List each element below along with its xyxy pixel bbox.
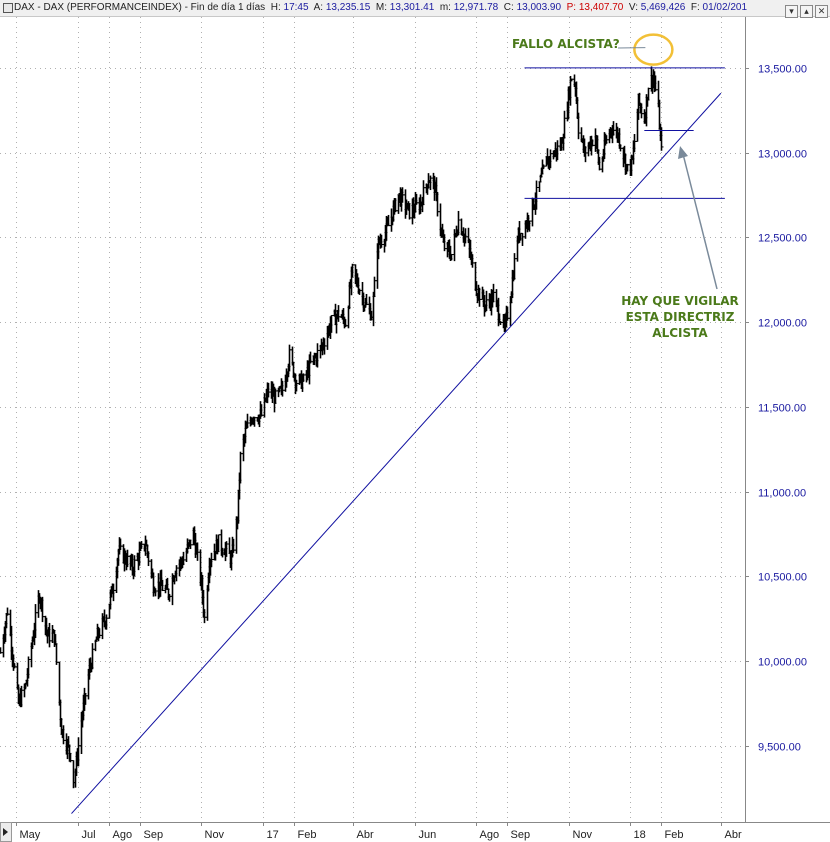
- x-tick-label: Abr: [725, 829, 742, 841]
- annotations: FALLO ALCISTA? HAY QUE VIGILAR ESTA DIRECT…: [512, 33, 739, 340]
- c-value: 13,003.90: [516, 2, 562, 13]
- scroll-left-button[interactable]: [0, 822, 12, 842]
- window-buttons: ▾ ▴ ✕: [783, 1, 828, 19]
- x-axis: May Jul Ago Sep Nov 17 Feb Abr Jun Ago Sep Nov 18 Feb…: [16, 822, 742, 841]
- ohlc-bar: [57, 661, 62, 706]
- a-value: 13,235.15: [325, 2, 371, 13]
- ohlc-bar: [659, 127, 664, 151]
- x-tick-label: Nov: [205, 829, 225, 841]
- p-label: P:: [566, 2, 577, 13]
- v-value: 5,469,426: [640, 2, 686, 13]
- m-lower-label: m:: [439, 2, 451, 13]
- x-tick-label: 18: [634, 829, 646, 841]
- annotation-vigilar-line: ALCISTA: [652, 326, 708, 340]
- h-value: 17:45: [283, 2, 309, 13]
- m-lower-value: 12,971.78: [453, 2, 499, 13]
- scroll-arrow-icon: [3, 828, 8, 836]
- y-tick-label: 12,000.00: [758, 318, 807, 330]
- annotation-vigilar-line: HAY QUE VIGILAR: [621, 294, 739, 308]
- x-tick-label: Feb: [298, 829, 317, 841]
- chart-window-icon[interactable]: [3, 3, 13, 13]
- y-tick-label: 11,500.00: [758, 403, 806, 415]
- m-upper-value: 13,301.41: [389, 2, 435, 13]
- uptrend-line: [71, 92, 722, 814]
- x-tick-label: Nov: [573, 829, 593, 841]
- a-label: A:: [313, 2, 324, 13]
- h-label: H:: [270, 2, 281, 13]
- x-tick-label: Jun: [419, 829, 437, 841]
- y-tick-label: 12,500.00: [758, 233, 807, 245]
- m-upper-label: M:: [375, 2, 387, 13]
- y-tick-label: 9,500.00: [758, 742, 801, 754]
- y-axis: 9,500.00 10,000.00 10,500.00 11,000.00 11,50…: [745, 64, 807, 754]
- ohlc-bar: [537, 181, 542, 193]
- period-label: - Fin de día 1 días: [184, 2, 266, 13]
- x-tick-label: May: [20, 829, 41, 841]
- x-tick-label: Jul: [82, 829, 96, 841]
- y-tick-label: 13,000.00: [758, 149, 807, 161]
- close-button[interactable]: ✕: [815, 5, 828, 18]
- expand-button[interactable]: ▴: [800, 5, 813, 18]
- y-tick-label: 10,500.00: [758, 572, 807, 584]
- x-tick-label: Abr: [357, 829, 374, 841]
- x-tick-label: Feb: [665, 829, 684, 841]
- y-tick-label: 11,000.00: [758, 488, 806, 500]
- annotation-arrow: [682, 153, 718, 290]
- chart-grid: [0, 17, 830, 823]
- x-tick-label: Sep: [511, 829, 531, 841]
- y-tick-label: 10,000.00: [758, 657, 807, 669]
- highlight-circle: [633, 33, 674, 66]
- v-label: V:: [628, 2, 638, 13]
- x-tick-label: 17: [267, 829, 279, 841]
- collapse-button[interactable]: ▾: [785, 5, 798, 18]
- instrument-name: DAX - DAX (PERFORMANCEINDEX): [14, 2, 182, 13]
- price-chart[interactable]: 9,500.00 10,000.00 10,500.00 11,000.00 11,50…: [0, 17, 830, 842]
- x-tick-label: Sep: [144, 829, 164, 841]
- ohlc-bar: [146, 551, 151, 567]
- price-bars: [0, 66, 664, 789]
- x-tick-label: Ago: [113, 829, 133, 841]
- c-label: C:: [503, 2, 514, 13]
- annotation-fallo-alcista: FALLO ALCISTA?: [512, 37, 620, 51]
- annotation-vigilar-line: ESTA DIRECTRIZ: [626, 310, 735, 324]
- f-label: F:: [690, 2, 700, 13]
- chart-header: DAX - DAX (PERFORMANCEINDEX) - Fin de dí…: [14, 2, 747, 13]
- f-value: 01/02/201: [702, 2, 748, 13]
- drawn-lines: [71, 67, 725, 814]
- p-value: 13,407.70: [578, 2, 624, 13]
- y-tick-label: 13,500.00: [758, 64, 807, 76]
- x-tick-label: Ago: [480, 829, 500, 841]
- arrow-head-icon: [678, 146, 688, 159]
- chart-title-bar: DAX - DAX (PERFORMANCEINDEX) - Fin de dí…: [0, 0, 830, 19]
